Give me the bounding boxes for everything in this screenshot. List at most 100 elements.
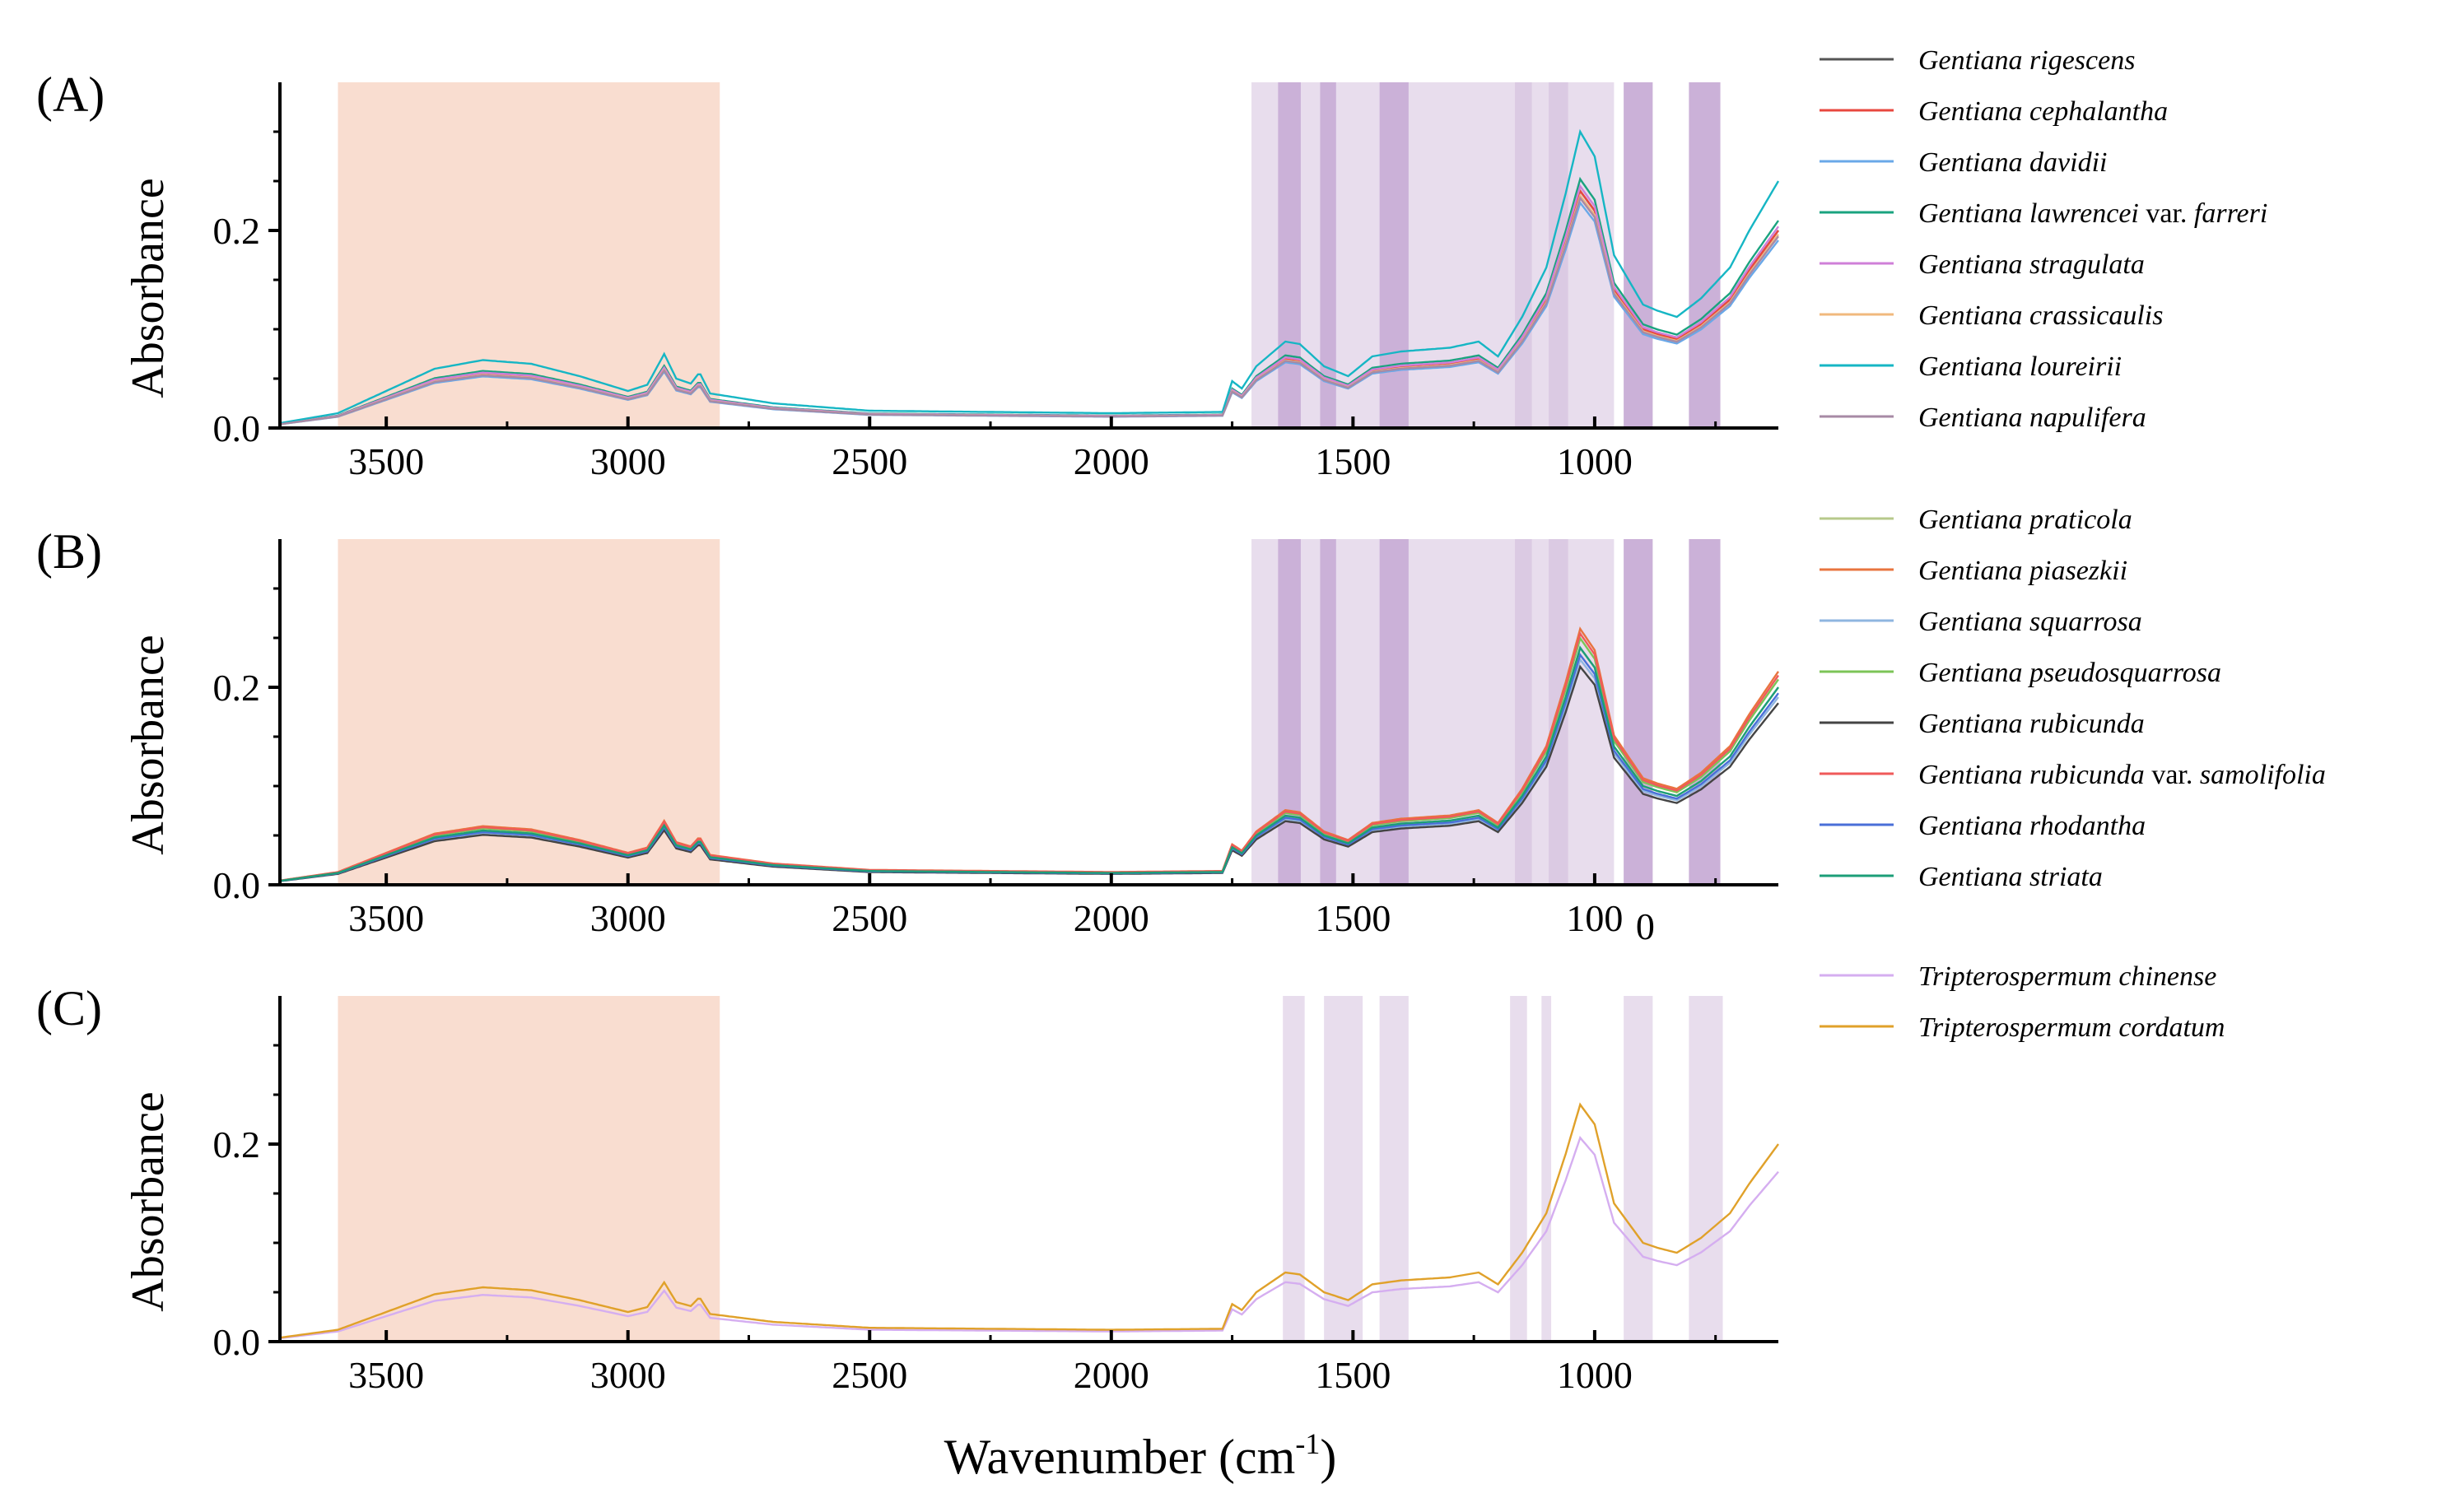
panel-a-dark-region-2 (1379, 82, 1409, 428)
legend-label-name: Gentiana striata (1918, 862, 2103, 892)
panel-b-x-tick-label-3: 2000 (1074, 897, 1149, 939)
panel-a-dark-region-4 (1689, 82, 1721, 428)
legend-label-2-0: Tripterospermum chinense (1918, 961, 2216, 992)
legend-label-name: Gentiana loureirii (1918, 351, 2122, 382)
panel-b-ylabel: Absorbance (123, 635, 174, 854)
panel-c-ylabel: Absorbance (123, 1091, 174, 1311)
panel-a-dark-region-0 (1278, 82, 1301, 428)
panel-a-x-tick-label-5: 1000 (1557, 440, 1633, 482)
legend-label-1-4: Gentiana rubicunda (1918, 709, 2145, 739)
panel-b-x-tick-label-2: 2500 (832, 897, 907, 939)
panel-a-light-region-1 (1515, 82, 1532, 428)
panel-c-light-region-1 (1324, 996, 1363, 1342)
legend-label-name: Gentiana squarrosa (1918, 607, 2142, 637)
panel-a-x-tick-label-0: 3500 (348, 440, 424, 482)
panel-a-x-tick-label-1: 3000 (590, 440, 666, 482)
panel-a-light-region-4 (1689, 82, 1721, 428)
panel-b-dark-region-3 (1624, 539, 1653, 885)
panel-b-x-tick-label-5: 100 (1566, 897, 1623, 939)
panel-b-dark-region-4 (1689, 539, 1721, 885)
legend-label-name: Gentiana rhodantha (1918, 811, 2146, 841)
panel-c-x-tick-label-4: 1500 (1315, 1354, 1391, 1396)
panel-c-light-region-5 (1624, 996, 1653, 1342)
legend-label-name: Gentiana pseudosquarrosa (1918, 658, 2221, 688)
legend-label-2-1: Tripterospermum cordatum (1918, 1012, 2225, 1043)
legend-label-name: Gentiana praticola (1918, 505, 2132, 535)
legend-label-0-1: Gentiana cephalantha (1918, 96, 2168, 127)
panel-c-y-tick-label-1: 0.2 (213, 1124, 261, 1165)
panel-c-light-region-0 (1283, 996, 1305, 1342)
panel-b-dark-region-0 (1278, 539, 1301, 885)
legend-label-name: Gentiana davidii (1918, 147, 2107, 178)
legend-label-1-7: Gentiana striata (1918, 862, 2103, 892)
panel-b-x-tick-label-0: 3500 (348, 897, 424, 939)
panel-a-dark-region-3 (1624, 82, 1653, 428)
panel-c-light-region-3 (1510, 996, 1527, 1342)
legend-label-name: Tripterospermum chinense (1918, 961, 2216, 992)
panel-b-x-tick-label-extra: 0 (1636, 905, 1655, 947)
panel-b-highlight-band-0 (338, 539, 720, 885)
panel-a-ylabel: Absorbance (123, 178, 174, 398)
panel-a-series-line-7 (279, 195, 1779, 426)
panel-a-series-line-6 (279, 128, 1780, 425)
panel-a-light-region-3 (1624, 82, 1653, 428)
panel-c-series-line-1 (279, 1102, 1779, 1339)
panel-a-letter: (A) (36, 67, 105, 122)
panel-b-letter: (B) (36, 524, 102, 579)
panel-c-x-tick-label-2: 2500 (832, 1354, 907, 1396)
x-axis-title: Wavenumber (cm-1) (944, 1427, 1337, 1484)
panel-c-series-line-0 (279, 1135, 1779, 1340)
legend-label-0-3: Gentiana lawrencei var. farreri (1918, 198, 2267, 229)
legend-label-1-5: Gentiana rubicunda var. samolifolia (1918, 760, 2326, 790)
legend: Gentiana rigescens Gentiana cephalantha Ge… (1820, 45, 2326, 1043)
panel-a-x-tick-label-3: 2000 (1074, 440, 1149, 482)
panel-b-y-tick-label-0: 0.0 (213, 864, 261, 906)
legend-label-var: var. (2139, 198, 2194, 229)
legend-label-1-1: Gentiana piasezkii (1918, 556, 2127, 586)
legend-label-rest: farreri (2194, 198, 2267, 229)
legend-label-0-0: Gentiana rigescens (1918, 45, 2135, 76)
legend-label-0-7: Gentiana napulifera (1918, 402, 2146, 433)
panel-b-dark-region-2 (1379, 539, 1409, 885)
panel-c-light-region-4 (1541, 996, 1552, 1342)
panel-b-light-region-1 (1515, 539, 1532, 885)
legend-label-0-5: Gentiana crassicaulis (1918, 300, 2163, 331)
legend-label-name: Gentiana napulifera (1918, 402, 2146, 433)
panel-c-x-tick-label-0: 3500 (348, 1354, 424, 1396)
panel-c-x-tick-label-1: 3000 (590, 1354, 666, 1396)
legend-label-1-6: Gentiana rhodantha (1918, 811, 2146, 841)
panel-c-letter: (C) (36, 981, 102, 1035)
legend-label-1-0: Gentiana praticola (1918, 505, 2132, 535)
panel-c-y-tick-label-0: 0.0 (213, 1321, 261, 1363)
panel-a-y-tick-label-0: 0.0 (213, 407, 261, 449)
legend-label-name: Gentiana cephalantha (1918, 96, 2168, 127)
x-axis-title-superscript: -1 (1295, 1427, 1320, 1460)
legend-label-name: Gentiana lawrencei (1918, 198, 2139, 229)
legend-label-name: Gentiana stragulata (1918, 249, 2145, 280)
legend-label-0-6: Gentiana loureirii (1918, 351, 2122, 382)
panel-a-y-tick-label-1: 0.2 (213, 210, 261, 252)
panel-a-x-tick-label-4: 1500 (1315, 440, 1391, 482)
panel-c-x-tick-label-5: 1000 (1557, 1354, 1633, 1396)
legend-label-1-3: Gentiana pseudosquarrosa (1918, 658, 2221, 688)
legend-label-var: var. (2145, 760, 2200, 790)
legend-label-name: Tripterospermum cordatum (1918, 1012, 2225, 1043)
panel-c-highlight-band-0 (338, 996, 720, 1342)
panel-c-light-region-2 (1379, 996, 1409, 1342)
panel-b-y-tick-label-1: 0.2 (213, 667, 261, 709)
panel-b-dark-region-1 (1320, 539, 1336, 885)
x-axis-title-main: Wavenumber (cm (944, 1430, 1296, 1484)
legend-label-name: Gentiana rubicunda (1918, 760, 2145, 790)
panel-b-light-region-4 (1689, 539, 1721, 885)
legend-label-1-2: Gentiana squarrosa (1918, 607, 2142, 637)
legend-label-name: Gentiana piasezkii (1918, 556, 2127, 586)
panel-b-x-tick-label-1: 3000 (590, 897, 666, 939)
x-axis-title-close: ) (1320, 1430, 1336, 1484)
legend-label-name: Gentiana rigescens (1918, 45, 2135, 76)
legend-label-rest: samolifolia (2200, 760, 2326, 790)
legend-label-name: Gentiana rubicunda (1918, 709, 2145, 739)
panel-a-dark-region-1 (1320, 82, 1336, 428)
panel-b-series-line-7 (279, 645, 1779, 882)
